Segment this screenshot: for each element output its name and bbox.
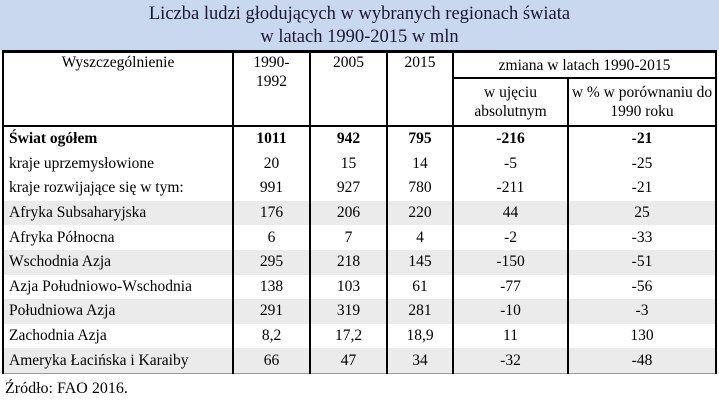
table-row-afryka-subsaharyjska: Afryka Subsaharyjska 176 206 220 44 25 bbox=[3, 200, 717, 226]
cell-1990: 176 bbox=[232, 200, 310, 226]
cell-pct: -51 bbox=[566, 249, 717, 275]
cell-2005: 218 bbox=[309, 249, 387, 275]
cell-2005: 15 bbox=[309, 151, 387, 177]
cell-abs: -2 bbox=[452, 225, 568, 250]
row-label: Afryka Subsaharyjska bbox=[3, 200, 233, 226]
cell-1990: 6 bbox=[232, 225, 310, 250]
table-row-afryka-polnocna: Afryka Północna 6 7 4 -2 -33 bbox=[3, 225, 717, 250]
row-label: Świat ogółem bbox=[9, 130, 98, 148]
cell-1990: 66 bbox=[232, 348, 310, 374]
row-label: Zachodnia Azja bbox=[9, 327, 107, 345]
cell-2005: 206 bbox=[309, 200, 387, 226]
row-label: kraje rozwijające się w tym: bbox=[9, 179, 184, 197]
row-label: Południowa Azja bbox=[3, 299, 233, 324]
header-row-sub: w ujęciu absolutnym w % w porównaniu do … bbox=[3, 78, 717, 126]
cell-2015: 795 bbox=[386, 126, 453, 152]
row-label: Wschodnia Azja bbox=[3, 249, 233, 275]
cell-pct: -56 bbox=[566, 274, 717, 300]
cell-abs: -211 bbox=[452, 176, 568, 201]
table-row-azja-poludniowo-wschodnia: Azja Południowo-Wschodnia 138 103 61 -77… bbox=[3, 274, 717, 300]
cell-abs: -32 bbox=[452, 348, 568, 374]
title-line-2: w latach 1990-2015 w mln bbox=[260, 27, 459, 47]
row-label: Azja Południowo-Wschodnia bbox=[9, 277, 192, 295]
cell-2015: 18,9 bbox=[386, 323, 453, 349]
hunger-data-table: Wyszczególnienie 1990- 1992 2005 2015 zm… bbox=[2, 50, 718, 374]
cell-abs: -5 bbox=[452, 151, 568, 177]
table-row-kraje-uprzemyslowione: kraje uprzemysłowione 20 15 14 -5 -25 bbox=[3, 151, 717, 177]
cell-abs: 11 bbox=[452, 323, 568, 349]
cell-2015: 145 bbox=[386, 249, 453, 275]
table-title: Liczba ludzi głodujących w wybranych reg… bbox=[0, 0, 719, 50]
table-row-kraje-rozwijajace: kraje rozwijające się w tym: 991 927 780… bbox=[3, 176, 717, 201]
header-1990-1992: 1990- 1992 bbox=[232, 51, 310, 126]
cell-2015: 4 bbox=[386, 225, 453, 250]
table-row-poludniowa-azja: Południowa Azja 291 319 281 -10 -3 bbox=[3, 299, 717, 324]
cell-2005: 7 bbox=[309, 225, 387, 250]
cell-1990: 1011 bbox=[232, 126, 310, 152]
cell-2015: 61 bbox=[386, 274, 453, 300]
cell-pct: 25 bbox=[566, 200, 717, 226]
cell-pct: -25 bbox=[566, 151, 717, 177]
cell-abs: -10 bbox=[452, 299, 568, 324]
cell-2015: 780 bbox=[386, 176, 453, 201]
cell-pct: -33 bbox=[566, 225, 717, 250]
header-change-absolute: w ujęciu absolutnym bbox=[452, 78, 568, 126]
cell-pct: -48 bbox=[566, 348, 717, 374]
table-row-zachodnia-azja: Zachodnia Azja 8,2 17,2 18,9 11 130 bbox=[3, 323, 717, 349]
cell-pct: -21 bbox=[566, 176, 717, 201]
row-label: Ameryka Łacińska i Karaiby bbox=[3, 348, 233, 374]
cell-2005: 319 bbox=[309, 299, 387, 324]
cell-2005: 17,2 bbox=[309, 323, 387, 349]
cell-abs: -216 bbox=[452, 126, 568, 152]
cell-2005: 927 bbox=[309, 176, 387, 201]
cell-2015: 14 bbox=[386, 151, 453, 177]
row-label: kraje uprzemysłowione bbox=[9, 154, 155, 172]
table-row-wschodnia-azja: Wschodnia Azja 295 218 145 -150 -51 bbox=[3, 249, 717, 275]
cell-2005: 47 bbox=[309, 348, 387, 374]
cell-1990: 291 bbox=[232, 299, 310, 324]
cell-1990: 20 bbox=[232, 151, 310, 177]
cell-2005: 942 bbox=[309, 126, 387, 152]
header-2015: 2015 bbox=[386, 51, 453, 126]
cell-2015: 281 bbox=[386, 299, 453, 324]
header-change-percent: w % w porównaniu do 1990 roku bbox=[566, 78, 717, 126]
header-change-group: zmiana w latach 1990-2015 bbox=[451, 51, 717, 79]
header-2005: 2005 bbox=[309, 51, 387, 126]
title-line-1: Liczba ludzi głodujących w wybranych reg… bbox=[148, 4, 571, 24]
source-note: Źródło: FAO 2016. bbox=[5, 380, 128, 397]
cell-pct: -3 bbox=[566, 299, 717, 324]
cell-pct: -21 bbox=[566, 126, 717, 152]
cell-2015: 34 bbox=[386, 348, 453, 374]
cell-abs: 44 bbox=[452, 200, 568, 226]
table-row-ameryka-lacinska: Ameryka Łacińska i Karaiby 66 47 34 -32 … bbox=[3, 348, 717, 374]
table-container: Wyszczególnienie 1990- 1992 2005 2015 zm… bbox=[2, 50, 718, 374]
row-label: Afryka Północna bbox=[9, 228, 115, 246]
header-row-top: Wyszczególnienie 1990- 1992 2005 2015 zm… bbox=[3, 51, 717, 126]
table-body: Świat ogółem 1011 942 795 -216 -21 kraje… bbox=[3, 126, 717, 374]
cell-pct: 130 bbox=[566, 323, 717, 349]
table-row-swiat-ogolem: Świat ogółem 1011 942 795 -216 -21 bbox=[3, 126, 717, 152]
cell-1990: 138 bbox=[232, 274, 310, 300]
cell-abs: -150 bbox=[452, 249, 568, 275]
table-header: Wyszczególnienie 1990- 1992 2005 2015 zm… bbox=[3, 51, 717, 126]
cell-abs: -77 bbox=[452, 274, 568, 300]
cell-2015: 220 bbox=[386, 200, 453, 226]
cell-1990: 295 bbox=[232, 249, 310, 275]
header-wyszczegolnienie: Wyszczególnienie bbox=[3, 51, 233, 126]
cell-1990: 8,2 bbox=[232, 323, 310, 349]
cell-1990: 991 bbox=[232, 176, 310, 201]
cell-2005: 103 bbox=[309, 274, 387, 300]
